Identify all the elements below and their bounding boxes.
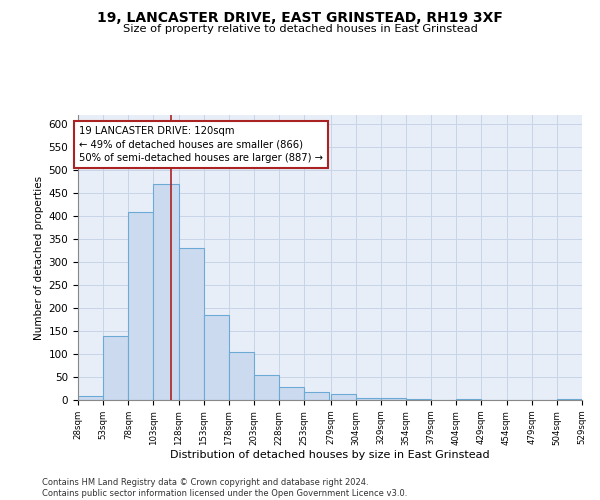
Bar bbox=[103, 336, 128, 400]
Bar bbox=[78, 396, 103, 400]
Y-axis label: Number of detached properties: Number of detached properties bbox=[34, 176, 44, 340]
Text: Size of property relative to detached houses in East Grinstead: Size of property relative to detached ho… bbox=[122, 24, 478, 34]
Bar bbox=[304, 392, 329, 400]
Bar bbox=[254, 374, 279, 400]
Text: Contains HM Land Registry data © Crown copyright and database right 2024.
Contai: Contains HM Land Registry data © Crown c… bbox=[42, 478, 407, 498]
X-axis label: Distribution of detached houses by size in East Grinstead: Distribution of detached houses by size … bbox=[170, 450, 490, 460]
Bar bbox=[456, 398, 481, 400]
Bar bbox=[406, 398, 431, 400]
Bar bbox=[179, 248, 204, 400]
Bar bbox=[204, 315, 229, 400]
Bar bbox=[381, 398, 406, 400]
Bar bbox=[154, 184, 179, 400]
Bar bbox=[356, 398, 381, 400]
Bar bbox=[229, 352, 254, 400]
Bar bbox=[128, 212, 154, 400]
Text: 19, LANCASTER DRIVE, EAST GRINSTEAD, RH19 3XF: 19, LANCASTER DRIVE, EAST GRINSTEAD, RH1… bbox=[97, 11, 503, 25]
Text: 19 LANCASTER DRIVE: 120sqm
← 49% of detached houses are smaller (866)
50% of sem: 19 LANCASTER DRIVE: 120sqm ← 49% of deta… bbox=[79, 126, 323, 163]
Bar bbox=[557, 398, 582, 400]
Bar bbox=[279, 387, 304, 400]
Bar bbox=[331, 394, 356, 400]
